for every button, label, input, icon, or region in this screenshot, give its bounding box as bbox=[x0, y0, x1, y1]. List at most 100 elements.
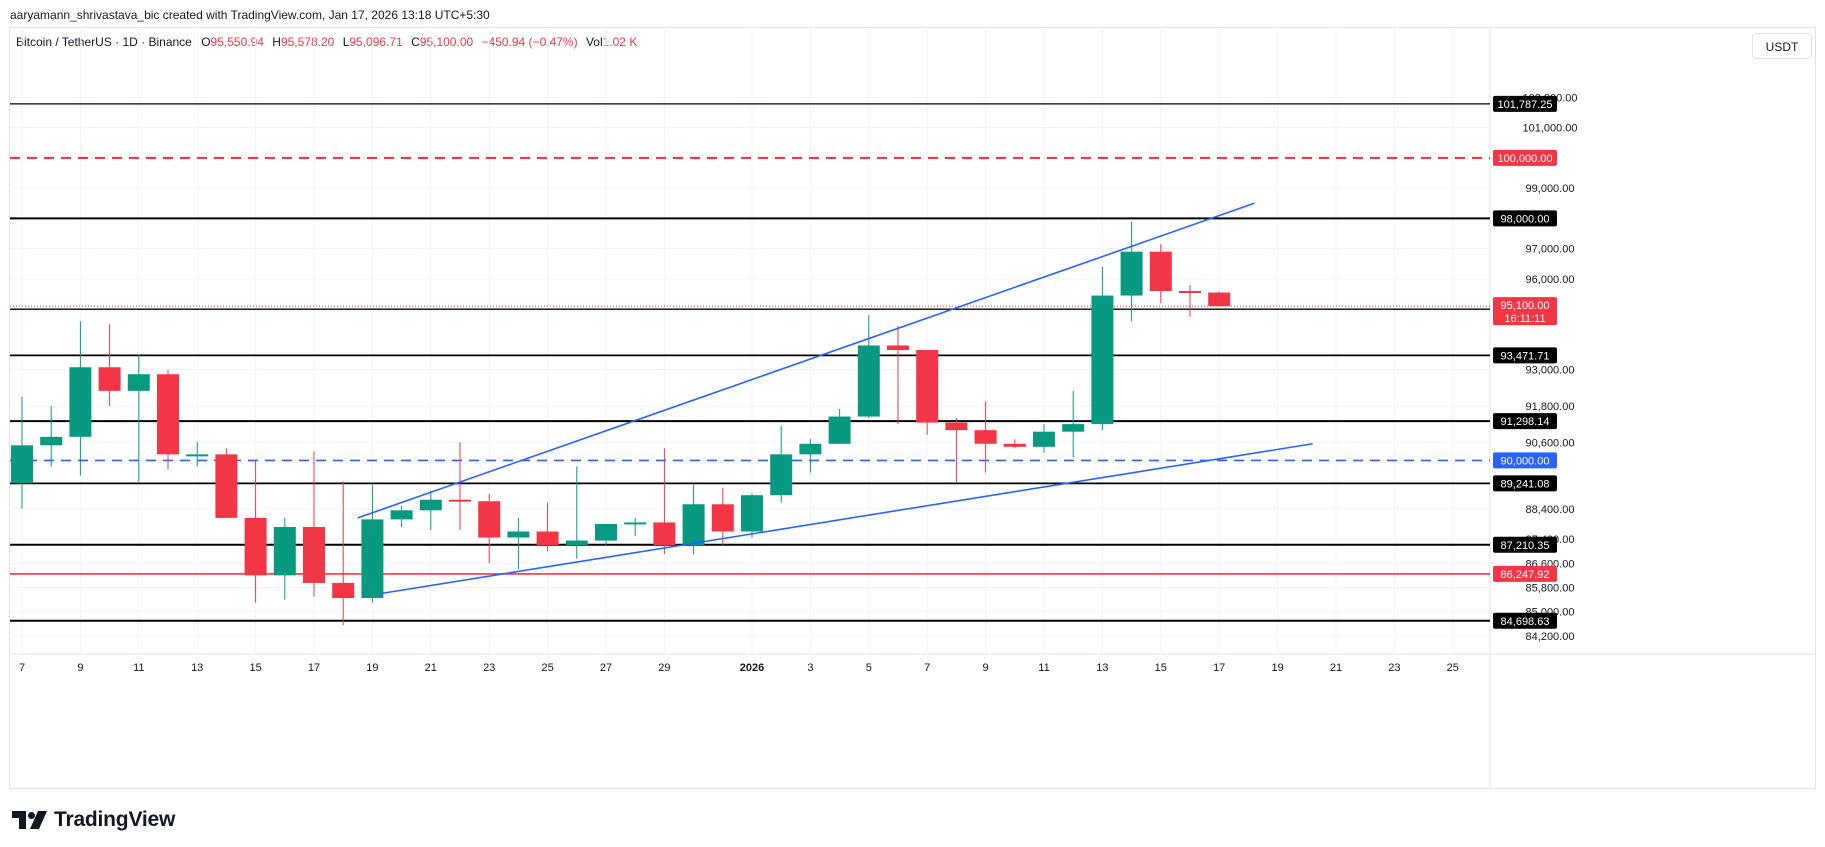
candle-body bbox=[1179, 291, 1201, 294]
candle-body bbox=[127, 374, 150, 391]
candle-body bbox=[1062, 424, 1085, 432]
level-price-label: 101,787.25 bbox=[1497, 99, 1552, 111]
level-price-tag bbox=[1493, 210, 1557, 227]
time-tick-label: 23 bbox=[483, 662, 495, 674]
symbol-name[interactable]: Bitcoin / TetherUS · 1D · Binance bbox=[16, 35, 192, 49]
low-label: L bbox=[342, 35, 350, 49]
change-value: −450.94 (−0.47%) bbox=[481, 35, 578, 49]
level-price-tag bbox=[1493, 95, 1557, 112]
level-price-label: 84,698.63 bbox=[1501, 616, 1550, 628]
candle-body bbox=[887, 345, 909, 350]
volume-value: 1.02 K bbox=[602, 35, 638, 49]
price-tick-label: 99,000.00 bbox=[1526, 183, 1575, 195]
time-tick-label: 9 bbox=[983, 662, 989, 674]
level-price-tag bbox=[1493, 347, 1557, 364]
chart-frame bbox=[9, 27, 1816, 789]
time-tick-label: 25 bbox=[1447, 662, 1459, 674]
time-tick-label: 21 bbox=[1330, 662, 1342, 674]
candle-body bbox=[595, 523, 617, 541]
time-tick-label: 11 bbox=[1038, 662, 1049, 674]
time-tick-label: 25 bbox=[541, 662, 553, 674]
candle-body bbox=[565, 540, 588, 546]
candle-body bbox=[69, 367, 92, 437]
time-tick-label: 17 bbox=[1213, 662, 1225, 674]
candle-body bbox=[1120, 251, 1143, 296]
level-price-label: 100,000.00 bbox=[1497, 153, 1552, 165]
tradingview-logo[interactable]: TradingView bbox=[12, 807, 175, 833]
currency-button[interactable]: USDT bbox=[1752, 33, 1812, 59]
candle-body bbox=[419, 499, 442, 511]
candle-body bbox=[303, 526, 325, 583]
open-value: 95,550.94 bbox=[210, 35, 264, 49]
candle-body bbox=[799, 443, 822, 455]
tradingview-wordmark: TradingView bbox=[54, 808, 176, 831]
time-tick-label: 27 bbox=[600, 662, 612, 674]
candle-body bbox=[741, 495, 763, 532]
price-tick-label: 97,000.00 bbox=[1526, 244, 1575, 256]
low-value: 95,096.71 bbox=[349, 35, 403, 49]
candle-body bbox=[40, 436, 63, 446]
time-tick-label: 19 bbox=[1271, 662, 1283, 674]
candle-body bbox=[916, 350, 939, 423]
level-price-label: 87,210.35 bbox=[1501, 540, 1550, 552]
time-tick-label: 17 bbox=[308, 662, 320, 674]
candle-body bbox=[1149, 251, 1172, 292]
level-price-tag bbox=[1493, 536, 1557, 553]
time-tick-label: 7 bbox=[924, 662, 930, 674]
price-tick-label: 96,000.00 bbox=[1526, 274, 1575, 286]
price-tick-label: 101,000.00 bbox=[1522, 123, 1577, 135]
candle-body bbox=[682, 504, 705, 546]
price-tick-label: 91,800.00 bbox=[1526, 401, 1575, 413]
level-price-label: 98,000.00 bbox=[1501, 213, 1550, 225]
time-tick-label: 15 bbox=[249, 662, 261, 674]
candle-body bbox=[653, 522, 676, 546]
time-tick-label: 2026 bbox=[740, 662, 764, 674]
candle-body bbox=[186, 454, 209, 457]
candle-body bbox=[215, 454, 238, 518]
close-label: C bbox=[411, 35, 420, 49]
bar-countdown-label: 16:11:11 bbox=[1504, 313, 1545, 325]
trendline bbox=[357, 202, 1255, 519]
high-label: H bbox=[272, 35, 281, 49]
time-tick-label: 5 bbox=[866, 662, 872, 674]
price-tick-label: 90,600.00 bbox=[1526, 437, 1575, 449]
candle-body bbox=[974, 430, 997, 444]
level-price-label: 89,241.08 bbox=[1501, 478, 1550, 490]
price-tick-label: 85,800.00 bbox=[1526, 582, 1575, 594]
candle-body bbox=[945, 422, 968, 431]
candle-body bbox=[273, 526, 296, 576]
candle-body bbox=[828, 416, 851, 444]
open-label: O bbox=[201, 35, 211, 49]
candle-body bbox=[711, 504, 734, 532]
time-tick-label: 11 bbox=[133, 662, 144, 674]
time-tick-label: 7 bbox=[19, 662, 25, 674]
high-value: 95,578.20 bbox=[280, 35, 335, 49]
tradingview-logo-icon bbox=[12, 811, 47, 829]
level-price-label: 93,471.71 bbox=[1501, 350, 1550, 362]
time-tick-label: 19 bbox=[366, 662, 378, 674]
level-price-label: 90,000.00 bbox=[1501, 455, 1550, 467]
time-tick-label: 23 bbox=[1388, 662, 1400, 674]
volume-label: Vol bbox=[585, 35, 603, 49]
candle-body bbox=[478, 501, 501, 538]
candle-body bbox=[770, 454, 793, 496]
price-tick-label: 88,400.00 bbox=[1526, 504, 1575, 516]
trendline bbox=[381, 442, 1313, 595]
candle-body bbox=[332, 582, 355, 599]
candle-body bbox=[98, 367, 121, 391]
candle-body bbox=[1208, 292, 1231, 307]
time-tick-label: 29 bbox=[658, 662, 670, 674]
level-price-tag bbox=[1493, 413, 1557, 430]
symbol-legend: Bitcoin / TetherUS · 1D · Binance O95,55… bbox=[16, 35, 642, 49]
time-tick-label: 21 bbox=[425, 662, 437, 674]
price-tick-label: 93,000.00 bbox=[1526, 365, 1575, 377]
candle-body bbox=[157, 374, 179, 455]
candle-body bbox=[1003, 443, 1026, 447]
candle-body bbox=[624, 522, 647, 525]
close-value: 95,100.00 bbox=[419, 35, 474, 49]
time-tick-label: 15 bbox=[1155, 662, 1167, 674]
candle-body bbox=[361, 519, 384, 599]
time-tick-label: 13 bbox=[191, 662, 203, 674]
candle-body bbox=[1091, 295, 1114, 425]
